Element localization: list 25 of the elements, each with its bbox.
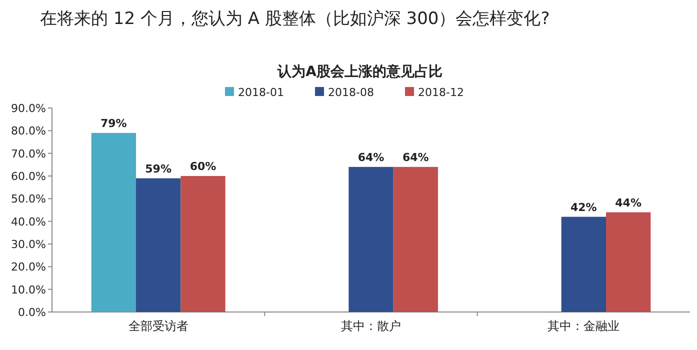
ytick: 10.0% xyxy=(11,283,46,296)
subtitle: 认为A股会上涨的意见占比 xyxy=(278,64,442,80)
data-label: 64% xyxy=(402,150,429,164)
title: 在将来的 12 个月，您认为 A 股整体（比如沪深 300）会怎样变化? xyxy=(40,9,550,29)
data-label: 79% xyxy=(100,116,127,130)
data-label: 44% xyxy=(615,196,642,210)
xtick: 全部受访者 xyxy=(128,319,188,333)
ytick: 50.0% xyxy=(11,192,46,206)
ytick: 0.0% xyxy=(18,306,46,319)
legend: 2018-01 xyxy=(238,86,284,99)
legend: 2018-12 xyxy=(418,86,464,99)
xtick: 其中：金融业 xyxy=(548,319,620,333)
ytick: 60.0% xyxy=(11,170,46,183)
ytick: 30.0% xyxy=(11,238,46,251)
data-label: 60% xyxy=(190,160,216,173)
ytick: 40.0% xyxy=(11,215,46,228)
ytick: 20.0% xyxy=(11,260,46,274)
data-label: 64% xyxy=(358,150,384,164)
ytick: 80.0% xyxy=(11,124,46,138)
ytick: 70.0% xyxy=(11,147,46,160)
data-label: 59% xyxy=(145,162,172,176)
xtick: 其中：散户 xyxy=(341,319,401,333)
data-label: 42% xyxy=(570,200,597,214)
ytick: 90.0% xyxy=(11,102,46,115)
legend: 2018-08 xyxy=(328,86,374,99)
